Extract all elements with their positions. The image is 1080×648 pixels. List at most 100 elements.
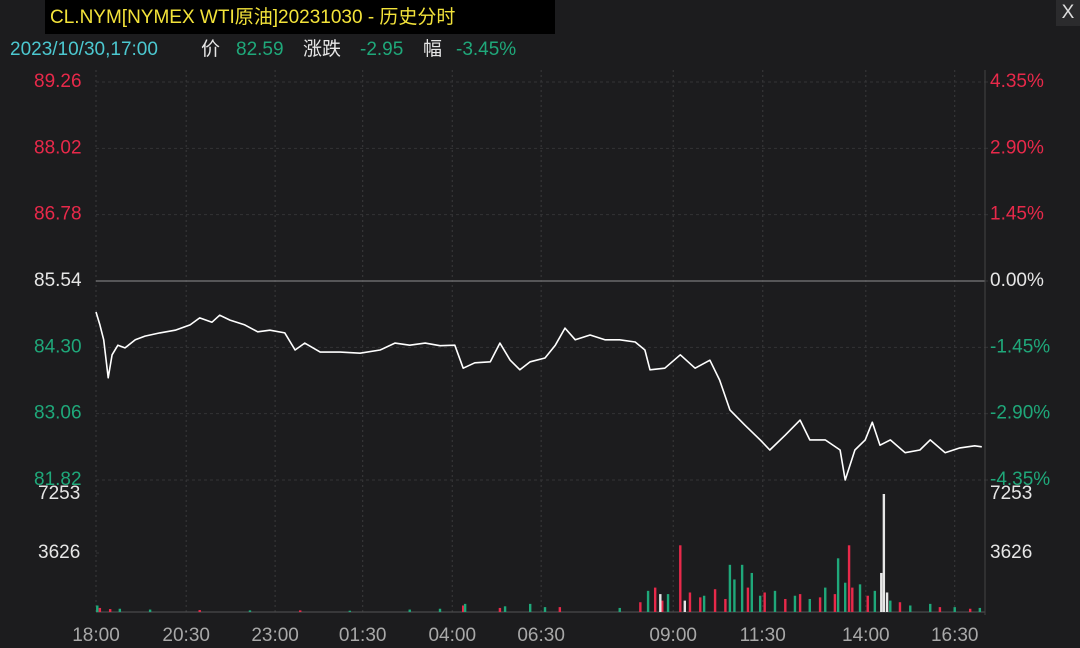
x-tick-label: 11:30 — [740, 625, 786, 646]
volume-bar — [836, 558, 840, 612]
x-tick-label: 16:30 — [931, 625, 979, 646]
y2-tick-label: 4.35% — [990, 71, 1044, 92]
volume-bar — [824, 587, 827, 612]
volume-bar — [702, 595, 706, 612]
volume-bar — [683, 600, 687, 612]
volume-bar — [618, 607, 621, 612]
volume-bar — [798, 594, 802, 612]
volume-bar — [929, 603, 932, 612]
y-tick-label: 81.82 — [34, 469, 82, 490]
y-tick-label: 84.30 — [34, 336, 82, 357]
volume-bar — [889, 600, 892, 612]
volume-bar — [659, 594, 662, 612]
close-button[interactable]: X — [1062, 2, 1075, 23]
volume-bar — [909, 605, 912, 612]
volume-bar — [666, 594, 670, 612]
volume-bar — [653, 587, 657, 612]
volume-bar — [528, 603, 532, 612]
header-change-pct: -3.45% — [456, 39, 516, 60]
volume-bar — [713, 589, 717, 612]
volume-bar — [543, 607, 547, 612]
volume-tick-label: 7253 — [38, 483, 80, 504]
x-tick-label: 01:30 — [339, 625, 387, 646]
volume-bar — [733, 579, 736, 612]
volume-bar — [750, 572, 753, 612]
close-box[interactable] — [1056, 0, 1080, 26]
volume-bar — [679, 545, 682, 612]
x-tick-label: 20:30 — [162, 625, 210, 646]
y2-tick-label: -2.90% — [990, 403, 1050, 424]
volume-bar — [978, 607, 982, 612]
x-tick-label: 14:00 — [842, 625, 890, 646]
volume-bar — [851, 587, 854, 612]
volume-bar — [348, 610, 352, 612]
volume-bar — [661, 600, 664, 612]
volume-bar — [793, 595, 797, 612]
volume-bar — [844, 582, 847, 612]
y2-tick-label: 2.90% — [990, 137, 1044, 158]
y2-tick-label: -4.35% — [990, 469, 1050, 490]
x-tick-label: 06:30 — [517, 625, 565, 646]
y-tick-label: 86.78 — [34, 204, 82, 225]
volume-bar — [763, 592, 766, 612]
volume-bar — [503, 606, 507, 612]
header-change: -2.95 — [360, 39, 403, 60]
volume-tick-label: 3626 — [38, 542, 80, 563]
x-tick-label: 04:00 — [428, 625, 476, 646]
y2-tick-label: 0.00% — [990, 270, 1044, 291]
volume-bar — [833, 594, 837, 612]
volume-bar — [461, 605, 465, 612]
chart-title: CL.NYM[NYMEX WTI原油]20231030 - 历史分时 — [50, 6, 455, 28]
volume-bar — [198, 610, 201, 612]
volume-bar — [299, 610, 302, 612]
volume-bar — [808, 598, 811, 612]
header-label: 幅 — [423, 38, 442, 60]
volume-bar — [438, 608, 442, 612]
volume-bar — [784, 598, 787, 612]
volume-bar — [740, 564, 744, 612]
price-line — [95, 311, 982, 481]
volume-bar — [688, 592, 692, 612]
volume-bar — [746, 587, 750, 612]
volume-bar — [646, 590, 650, 612]
volume-bar — [498, 607, 502, 612]
y-tick-label: 85.54 — [34, 270, 82, 291]
volume-bar — [639, 602, 642, 612]
volume-tick-label: 3626 — [990, 542, 1032, 563]
y-tick-label: 83.06 — [34, 403, 82, 424]
y-tick-label: 89.26 — [34, 71, 82, 92]
volume-bar — [463, 603, 467, 612]
y2-tick-label: 1.45% — [990, 204, 1044, 225]
y2-tick-label: -1.45% — [990, 336, 1050, 357]
y-tick-label: 88.02 — [34, 137, 82, 158]
volume-bar — [953, 607, 956, 612]
x-tick-label: 09:00 — [649, 625, 697, 646]
volume-bar — [880, 572, 883, 612]
volume-bar — [898, 602, 902, 612]
volume-bar — [885, 592, 889, 612]
volume-bar — [108, 609, 112, 612]
volume-bar — [96, 605, 99, 612]
volume-bar — [866, 595, 869, 612]
x-tick-label: 23:00 — [251, 625, 299, 646]
volume-bar — [858, 584, 862, 612]
volume-bar — [968, 608, 972, 612]
x-tick-label: 18:00 — [72, 625, 120, 646]
volume-bar — [724, 598, 727, 612]
volume-bar — [847, 545, 851, 612]
volume-bar — [408, 609, 411, 612]
volume-bar — [873, 590, 877, 612]
volume-bar — [773, 590, 777, 612]
volume-bar — [118, 608, 122, 612]
volume-bar — [699, 597, 702, 612]
header-label: 涨跌 — [303, 38, 341, 60]
volume-bar — [728, 564, 732, 612]
header-label: 价 — [201, 39, 220, 60]
volume-bar — [248, 610, 252, 612]
volume-bar — [148, 609, 152, 612]
volume-bar — [558, 607, 562, 612]
title-box — [45, 0, 555, 34]
